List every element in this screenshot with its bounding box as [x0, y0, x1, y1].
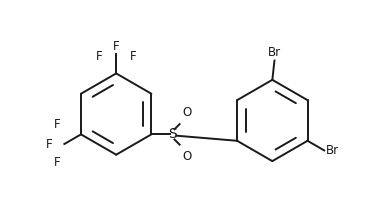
Text: S: S — [168, 127, 177, 141]
Text: F: F — [130, 50, 137, 63]
Text: F: F — [53, 118, 60, 131]
Text: F: F — [46, 138, 52, 150]
Text: O: O — [182, 150, 191, 163]
Text: F: F — [96, 50, 103, 63]
Text: F: F — [113, 40, 119, 53]
Text: F: F — [53, 156, 60, 169]
Text: Br: Br — [268, 46, 281, 59]
Text: Br: Br — [326, 144, 339, 157]
Text: O: O — [182, 106, 191, 119]
